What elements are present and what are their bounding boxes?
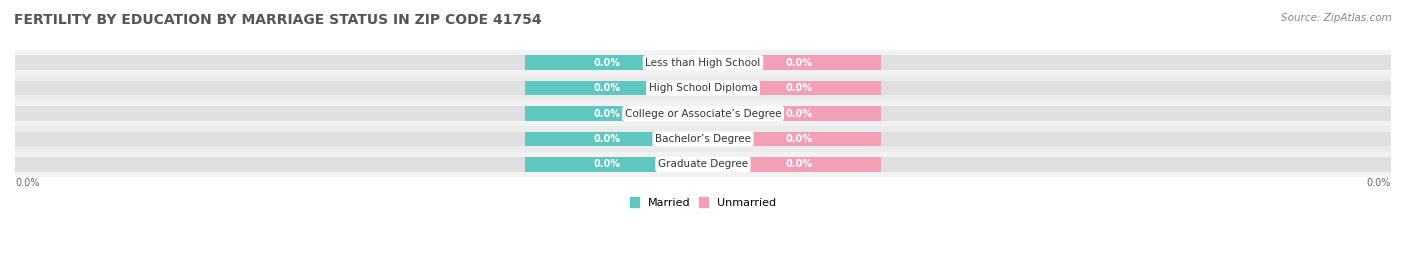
Bar — [716, 81, 882, 95]
Text: 0.0%: 0.0% — [593, 83, 621, 93]
Text: 0.0%: 0.0% — [785, 58, 813, 68]
Bar — [15, 157, 1391, 172]
Text: 0.0%: 0.0% — [593, 134, 621, 144]
Text: Bachelor’s Degree: Bachelor’s Degree — [655, 134, 751, 144]
Bar — [524, 132, 690, 146]
Bar — [716, 55, 882, 70]
Bar — [15, 152, 1391, 177]
Bar — [716, 106, 882, 121]
Legend: Married, Unmarried: Married, Unmarried — [626, 193, 780, 212]
Text: Source: ZipAtlas.com: Source: ZipAtlas.com — [1281, 13, 1392, 23]
Text: 0.0%: 0.0% — [593, 160, 621, 169]
Bar — [524, 81, 690, 95]
Bar — [716, 157, 882, 172]
Text: FERTILITY BY EDUCATION BY MARRIAGE STATUS IN ZIP CODE 41754: FERTILITY BY EDUCATION BY MARRIAGE STATU… — [14, 13, 541, 27]
Bar — [15, 50, 1391, 75]
Bar — [15, 75, 1391, 101]
Text: 0.0%: 0.0% — [785, 160, 813, 169]
Text: 0.0%: 0.0% — [15, 178, 39, 188]
Bar — [15, 106, 1391, 121]
Text: 0.0%: 0.0% — [1367, 178, 1391, 188]
Text: High School Diploma: High School Diploma — [648, 83, 758, 93]
Text: 0.0%: 0.0% — [785, 109, 813, 119]
Bar — [524, 157, 690, 172]
Text: 0.0%: 0.0% — [785, 83, 813, 93]
Text: 0.0%: 0.0% — [593, 109, 621, 119]
Bar — [15, 81, 1391, 95]
Bar — [524, 55, 690, 70]
Bar — [15, 101, 1391, 126]
Text: 0.0%: 0.0% — [593, 58, 621, 68]
Bar — [524, 106, 690, 121]
Bar — [15, 126, 1391, 152]
Text: Less than High School: Less than High School — [645, 58, 761, 68]
Bar — [716, 132, 882, 146]
Bar — [15, 55, 1391, 70]
Text: College or Associate’s Degree: College or Associate’s Degree — [624, 109, 782, 119]
Text: Graduate Degree: Graduate Degree — [658, 160, 748, 169]
Text: 0.0%: 0.0% — [785, 134, 813, 144]
Bar — [15, 132, 1391, 146]
